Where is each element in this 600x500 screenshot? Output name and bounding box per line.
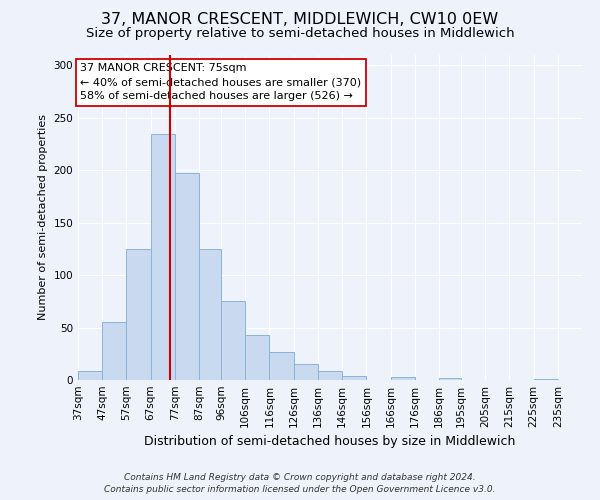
Bar — [175, 174, 199, 380]
Bar — [151, 134, 175, 380]
X-axis label: Distribution of semi-detached houses by size in Middlewich: Distribution of semi-detached houses by … — [145, 436, 515, 448]
Bar — [269, 352, 293, 380]
Bar — [391, 377, 415, 380]
Bar — [318, 370, 342, 380]
Bar — [293, 364, 318, 380]
Bar — [245, 335, 269, 380]
Bar — [127, 249, 151, 380]
Text: 37, MANOR CRESCENT, MIDDLEWICH, CW10 0EW: 37, MANOR CRESCENT, MIDDLEWICH, CW10 0EW — [101, 12, 499, 28]
Y-axis label: Number of semi-detached properties: Number of semi-detached properties — [38, 114, 48, 320]
Bar — [199, 249, 221, 380]
Bar — [102, 322, 127, 380]
Bar — [342, 376, 367, 380]
Bar — [78, 370, 102, 380]
Text: 37 MANOR CRESCENT: 75sqm
← 40% of semi-detached houses are smaller (370)
58% of : 37 MANOR CRESCENT: 75sqm ← 40% of semi-d… — [80, 64, 362, 102]
Bar — [533, 379, 558, 380]
Text: Contains HM Land Registry data © Crown copyright and database right 2024.
Contai: Contains HM Land Registry data © Crown c… — [104, 472, 496, 494]
Text: Size of property relative to semi-detached houses in Middlewich: Size of property relative to semi-detach… — [86, 28, 514, 40]
Bar — [439, 378, 461, 380]
Bar — [221, 302, 245, 380]
